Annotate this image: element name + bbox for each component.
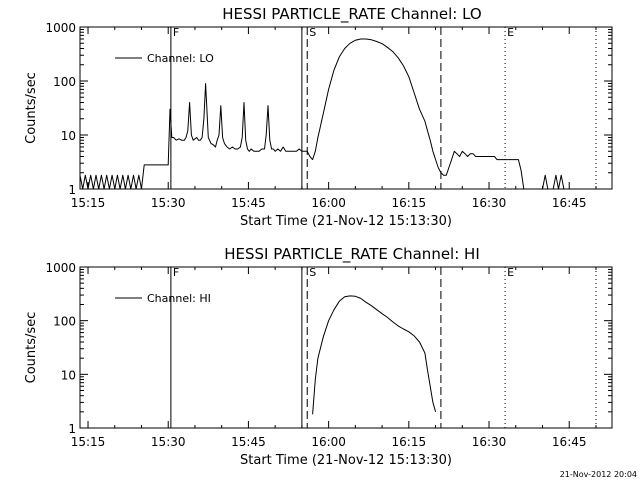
x-tick-label: 16:15 — [392, 196, 427, 210]
x-axis-label: Start Time (21-Nov-12 15:13:30) — [240, 214, 452, 229]
x-tick-label: 15:15 — [71, 196, 106, 210]
y-tick-label: 10 — [61, 129, 76, 143]
x-tick-label: 15:30 — [151, 196, 186, 210]
series-line — [79, 38, 530, 190]
y-tick-label: 100 — [53, 315, 76, 329]
x-tick-label: 16:00 — [311, 435, 346, 449]
chart-title: HESSI PARTICLE_RATE Channel: HI — [224, 245, 480, 264]
event-marker-label: E — [507, 266, 514, 279]
y-axis-label: Counts/sec — [24, 72, 39, 144]
x-tick-label: 16:45 — [552, 435, 587, 449]
x-tick-label: 15:15 — [71, 435, 106, 449]
event-marker-label: F — [173, 266, 179, 279]
plot-frame — [79, 266, 613, 429]
event-marker-label: F — [173, 26, 179, 39]
y-tick-label: 100 — [53, 75, 76, 89]
x-tick-label: 16:15 — [392, 435, 427, 449]
event-marker-label: S — [309, 266, 316, 279]
x-tick-label: 16:45 — [552, 196, 587, 210]
y-tick-label: 1 — [68, 183, 76, 197]
series-line — [542, 174, 551, 190]
series-line — [552, 174, 565, 190]
x-tick-label: 15:30 — [151, 435, 186, 449]
y-tick-label: 1 — [68, 422, 76, 436]
event-marker-label: E — [507, 26, 514, 39]
chart-title: HESSI PARTICLE_RATE Channel: LO — [222, 5, 481, 24]
x-axis-label: Start Time (21-Nov-12 15:13:30) — [240, 453, 452, 468]
legend-label: Channel: HI — [147, 292, 211, 305]
chart-panel-lo: HESSI PARTICLE_RATE Channel: LO Start Tim… — [24, 5, 613, 229]
y-tick-label: 1000 — [45, 261, 76, 275]
timestamp: 21-Nov-2012 20:04 — [560, 470, 637, 479]
x-tick-label: 16:30 — [472, 435, 507, 449]
event-marker-label: S — [309, 26, 316, 39]
legend-label: Channel: LO — [147, 52, 214, 65]
y-axis-label: Counts/sec — [24, 312, 39, 384]
y-tick-label: 1000 — [45, 21, 76, 35]
x-tick-label: 16:00 — [311, 196, 346, 210]
y-tick-label: 10 — [61, 368, 76, 382]
x-tick-label: 15:45 — [231, 435, 266, 449]
plot-frame — [79, 26, 613, 190]
chart-panel-hi: HESSI PARTICLE_RATE Channel: HI Start Tim… — [24, 245, 613, 468]
series-line — [312, 295, 437, 415]
x-tick-label: 15:45 — [231, 196, 266, 210]
x-tick-label: 16:30 — [472, 196, 507, 210]
